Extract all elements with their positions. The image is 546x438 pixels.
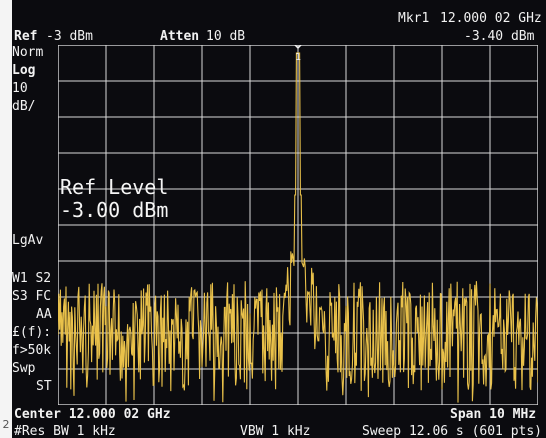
ref-level-overlay: Ref Level -3.00 dBm [60,176,168,222]
sweep-label: Sweep 12.06 s (601 pts) [362,424,543,438]
span-label: Span 10 MHz [450,407,537,422]
log-label: Log [12,63,36,78]
marker-diamond-icon [294,45,302,49]
grid-lines [58,45,538,405]
side-page-mark: 2 [2,418,10,431]
ref-level-value: -3.00 dBm [60,198,169,222]
spectrum-graticule: 1 [58,45,538,405]
aa-label: AA [36,307,52,322]
ef-label: £(f): [12,325,52,340]
marker-level: -3.40 dBm [464,29,535,44]
w1-s2-label: W1 S2 [12,271,52,286]
marker-frequency: 12.000 02 GHz [440,11,542,26]
vbw-label: VBW 1 kHz [240,424,311,438]
atten-label: Atten [160,29,200,44]
swp-label: Swp [12,361,36,376]
st-label: ST [36,379,52,394]
lgav-label: LgAv [12,233,44,248]
ftun-label: f>50k [12,343,52,358]
marker-1: 1 [294,45,302,63]
spectrum-trace [58,52,538,403]
scale-value: 10 [12,81,28,96]
scale-unit: dB/ [12,99,36,114]
atten-value: 10 dB [206,29,246,44]
spectrum-analyzer-screen: Mkr1 12.000 02 GHz Ref -3 dBm Atten 10 d… [12,0,546,438]
marker-label: Mkr1 [398,11,430,26]
center-frequency: Center 12.000 02 GHz [14,407,171,422]
res-bw-label: #Res BW 1 kHz [14,424,116,438]
ref-level-title: Ref Level [60,175,169,199]
norm-label: Norm [12,45,44,60]
ref-label: Ref [14,29,38,44]
s3-fc-label: S3 FC [12,289,52,304]
marker-number: 1 [295,52,301,63]
ref-value: -3 dBm [46,29,93,44]
